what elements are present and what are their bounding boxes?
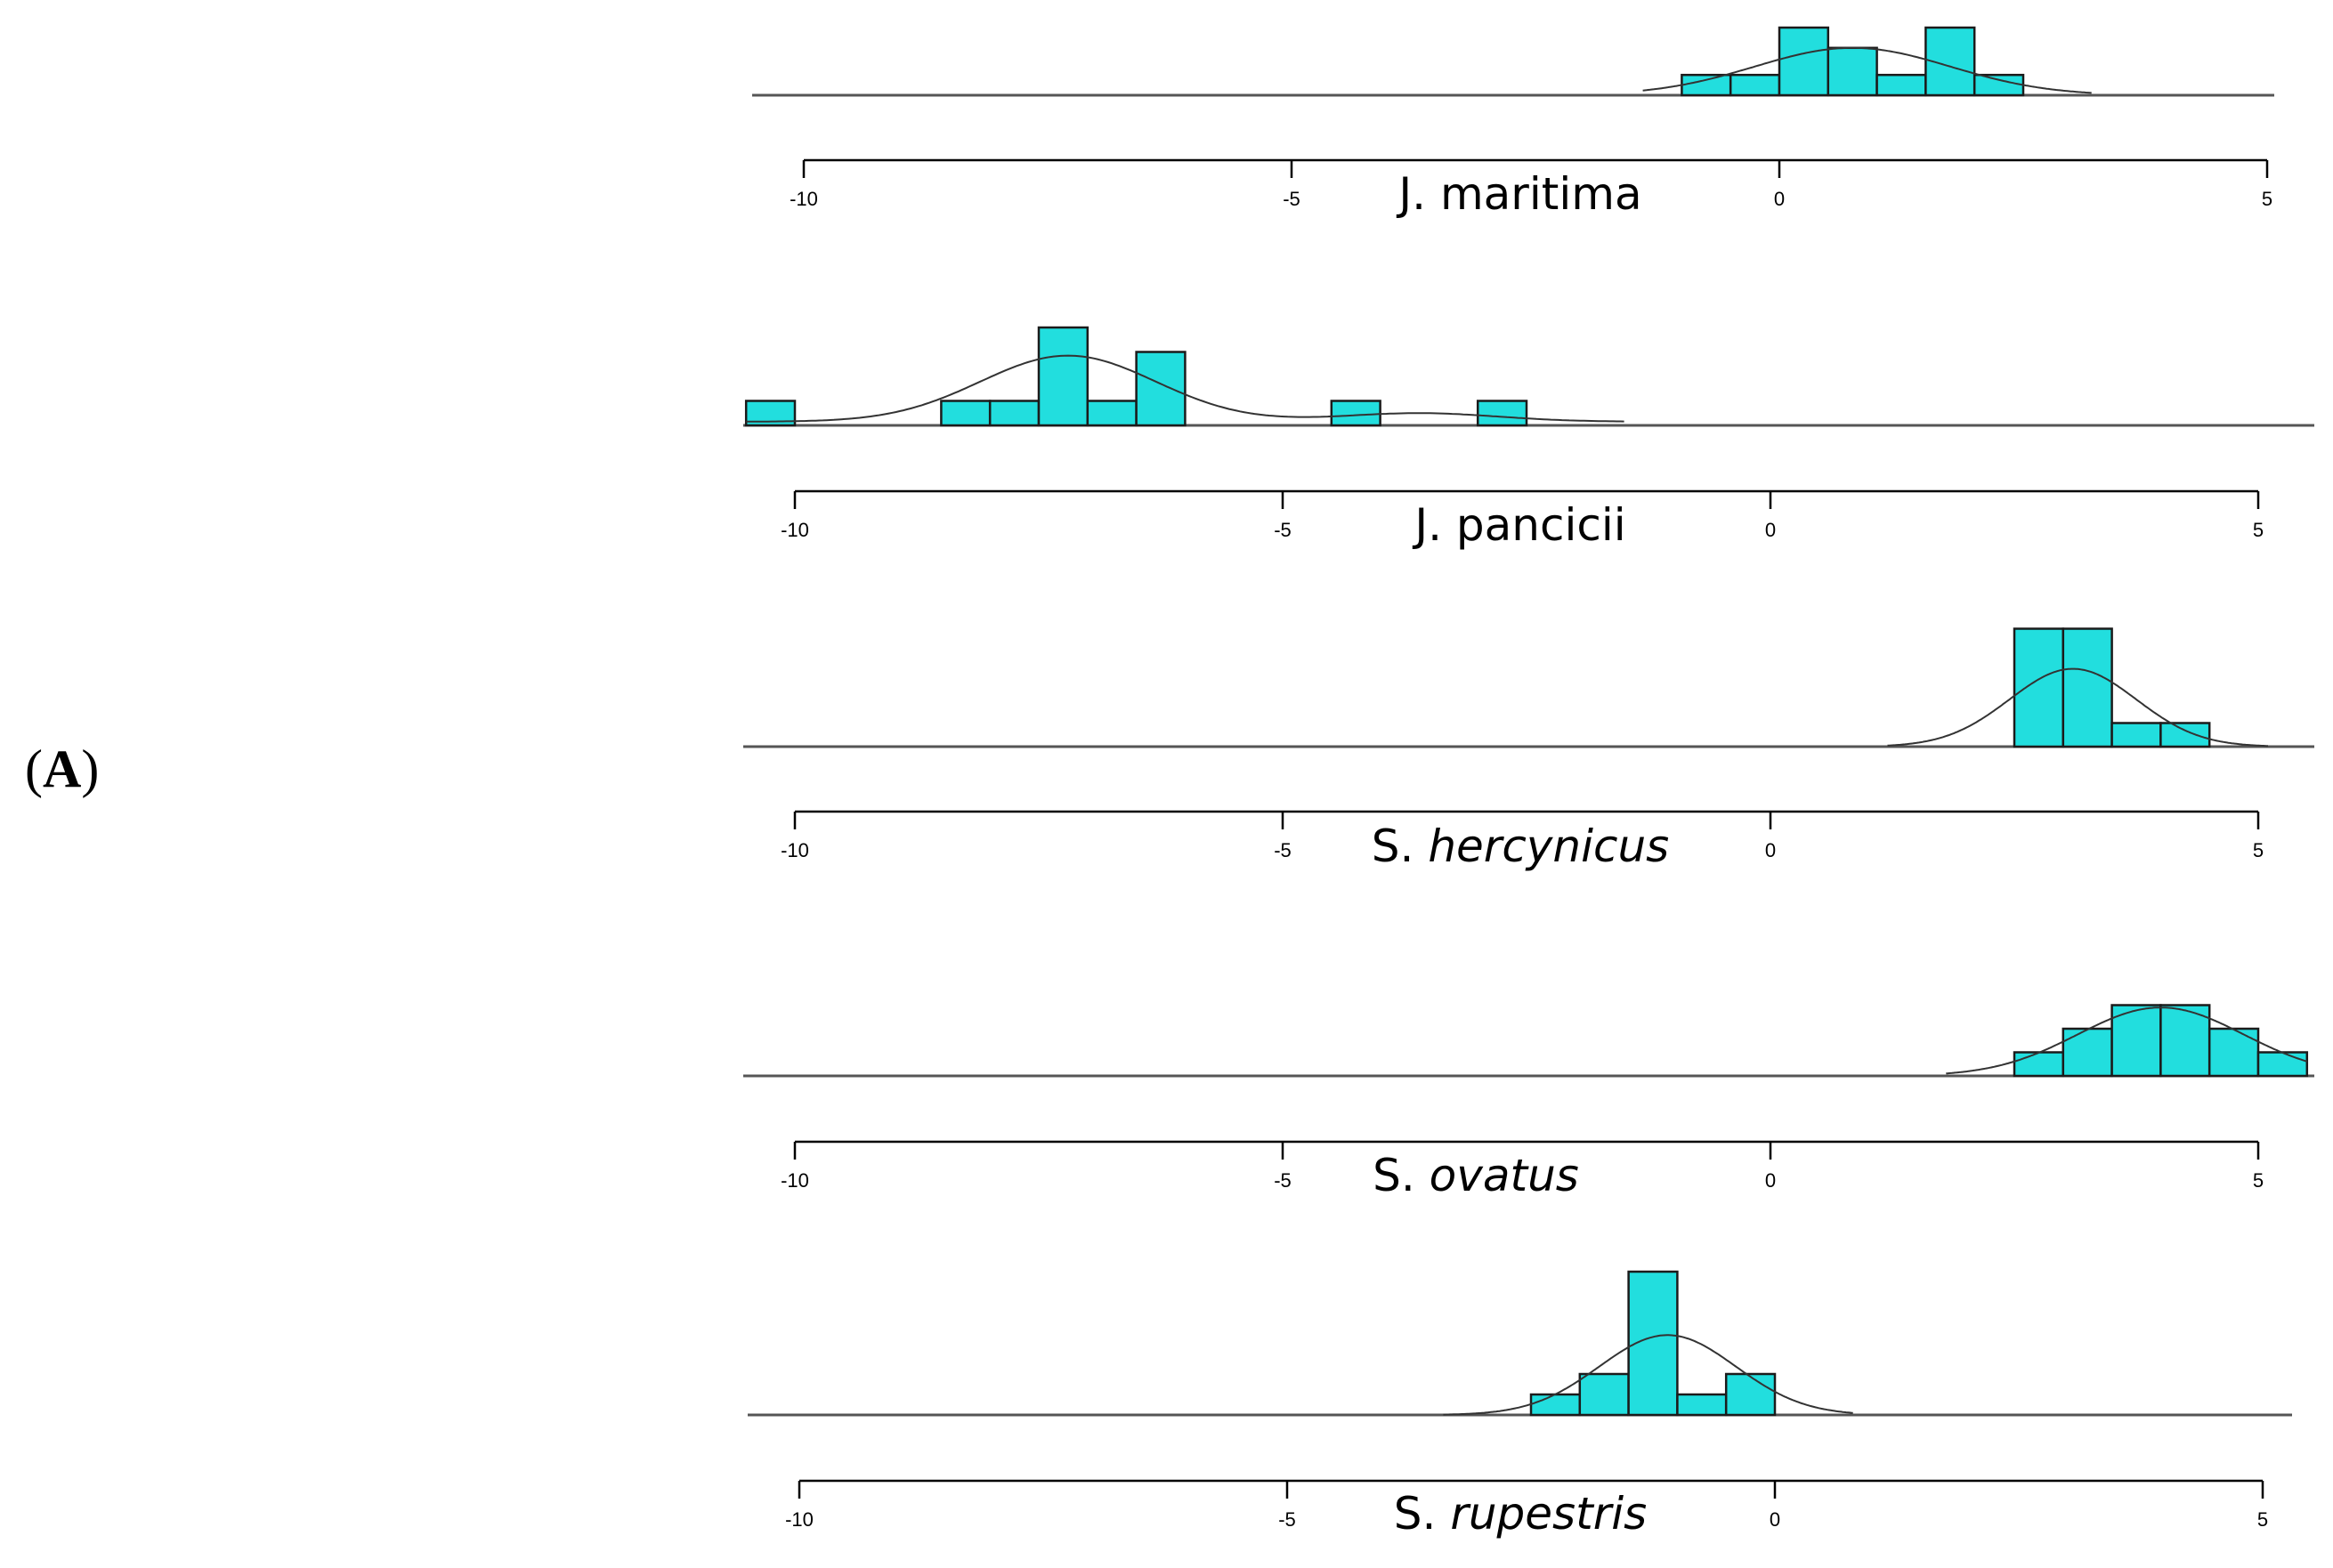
histogram-pancicii: -10 -5 0 5 J. pancicii — [743, 326, 2314, 551]
x-tick-label: -5 — [1274, 1169, 1292, 1192]
histogram-bar — [1676, 1393, 1728, 1417]
species-label: S. hercynicus — [1372, 820, 1669, 872]
panel-label: (A) — [25, 740, 100, 798]
histogram-bar — [2159, 722, 2211, 748]
histogram-bar — [2256, 1051, 2309, 1078]
panel-letter: A — [42, 740, 82, 798]
x-tick-label: -10 — [790, 188, 818, 210]
x-tick-label: 0 — [1770, 1508, 1780, 1531]
species-label: J. maritima — [1396, 168, 1641, 220]
histogram-bar — [1973, 73, 2025, 97]
histogram-bar — [988, 400, 1041, 427]
histogram-bar — [1086, 400, 1138, 427]
x-tick-label: -10 — [781, 839, 809, 861]
species-label: S. ovatus — [1373, 1150, 1579, 1201]
x-tick-label: -5 — [1274, 839, 1292, 861]
histogram-bar — [1135, 351, 1187, 427]
histogram-bar — [2013, 1051, 2065, 1078]
x-tick-label: -10 — [781, 1169, 809, 1192]
density-curve — [1443, 1334, 1853, 1416]
x-tick-label: 0 — [1774, 188, 1785, 210]
species-label: S. rupestris — [1394, 1488, 1647, 1540]
x-tick-label: -10 — [781, 519, 809, 541]
x-tick-label: -5 — [1278, 1508, 1296, 1531]
histogram-bar — [2062, 1027, 2113, 1078]
histogram-bar — [1875, 73, 1927, 97]
histogram-bar — [2110, 1004, 2162, 1078]
histogram-bar — [940, 400, 992, 427]
histogram-bar — [1778, 26, 1830, 97]
histogram-rupestris: -10 -5 0 5 S. rupestris — [748, 1270, 2292, 1540]
histogram-bar — [2207, 1027, 2260, 1078]
histogram-bar — [1330, 400, 1381, 427]
histogram-bar — [1681, 73, 1732, 97]
histogram-bar — [2062, 627, 2113, 748]
density-curve — [1946, 1006, 2308, 1075]
histogram-bar — [2013, 627, 2065, 748]
x-tick-label: -5 — [1283, 188, 1300, 210]
x-tick-label: 5 — [2253, 519, 2264, 541]
histogram-maritima: -10 -5 0 5 J. maritima — [752, 26, 2274, 220]
density-curve — [1887, 667, 2268, 748]
x-tick-label: 0 — [1765, 839, 1776, 861]
histogram-bar — [1578, 1372, 1630, 1417]
density-curve — [1642, 46, 2092, 94]
x-tick-label: 5 — [2253, 839, 2264, 861]
histogram-hercynicus: -10 -5 0 5 S. hercynicus — [743, 627, 2314, 872]
x-tick-label: 5 — [2253, 1169, 2264, 1192]
histogram-bar — [1729, 73, 1781, 97]
x-tick-label: 0 — [1765, 1169, 1776, 1192]
histogram-bar — [1529, 1393, 1582, 1417]
x-tick-label: -10 — [785, 1508, 814, 1531]
histogram-bar — [1476, 400, 1528, 427]
x-tick-label: 0 — [1765, 519, 1776, 541]
histogram-ovatus: -10 -5 0 5 S. ovatus — [743, 1004, 2314, 1201]
histogram-bar — [1827, 46, 1878, 97]
density-curve — [746, 354, 1624, 423]
histogram-bar — [2110, 722, 2162, 748]
x-tick-label: 5 — [2262, 188, 2272, 210]
histogram-bar — [1037, 326, 1090, 427]
x-tick-label: -5 — [1274, 519, 1292, 541]
species-label: J. pancicii — [1412, 499, 1625, 551]
histogram-bar — [1724, 1372, 1777, 1417]
x-tick-label: 5 — [2257, 1508, 2268, 1531]
